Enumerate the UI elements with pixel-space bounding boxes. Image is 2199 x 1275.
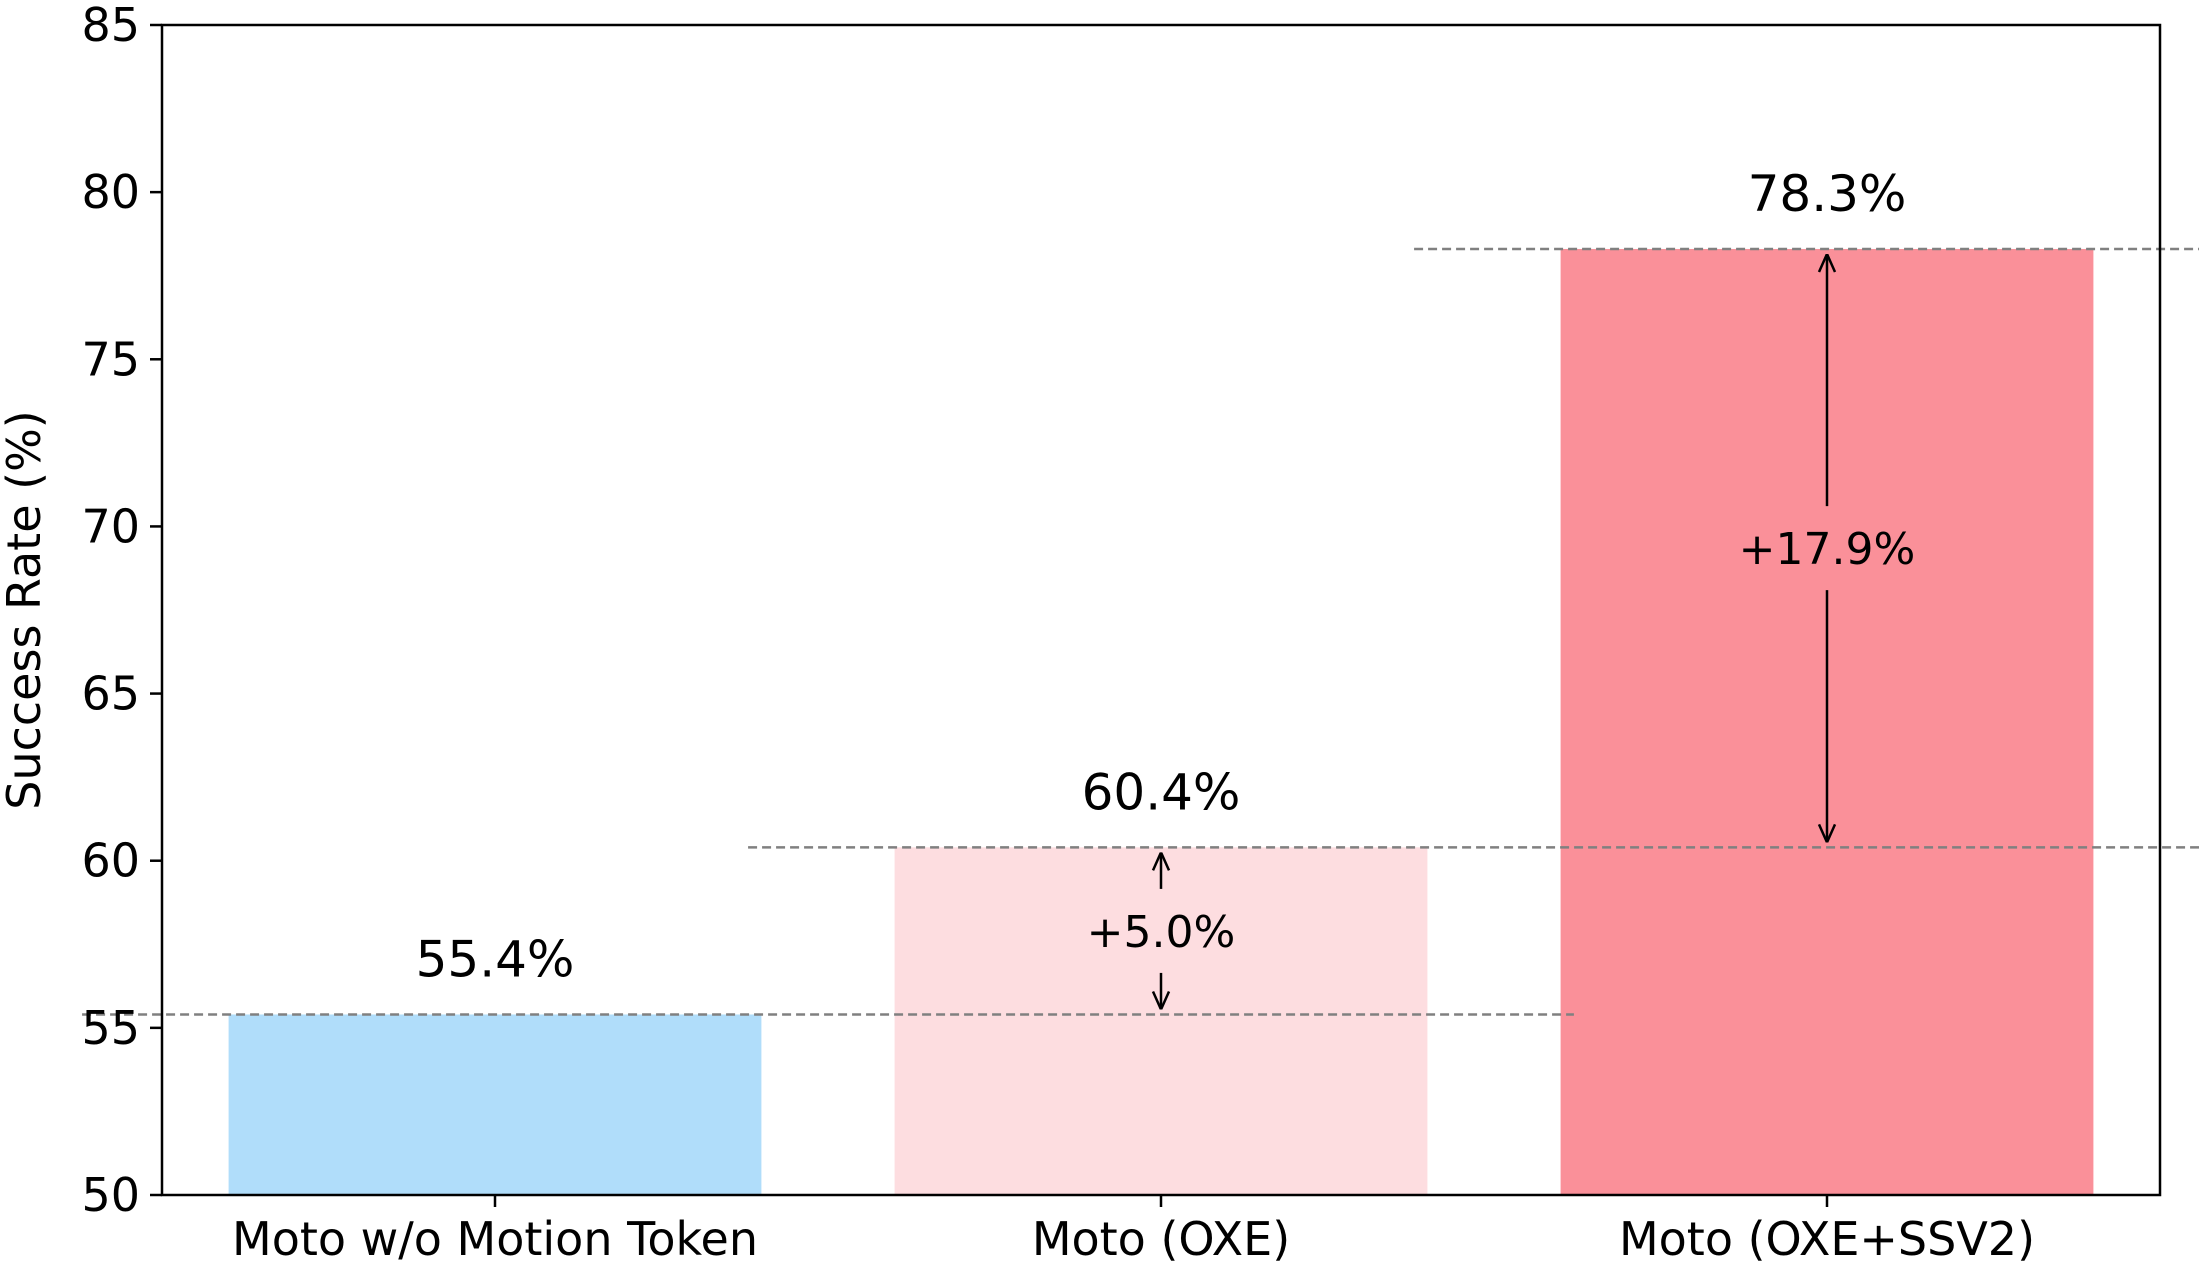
delta-label-1: +5.0%	[1087, 907, 1236, 958]
bar-value-label-2: 60.4%	[1082, 763, 1241, 821]
x-tick-label-2: Moto (OXE)	[1032, 1212, 1290, 1266]
y-tick-label-60: 60	[81, 834, 140, 888]
y-axis-ticks: 50 55 60 65 70 75 80 85	[81, 0, 162, 1222]
x-axis-ticks: Moto w/o Motion Token Moto (OXE) Moto (OXE…	[232, 1195, 2035, 1266]
delta-annotations: +5.0% +17.9%	[1087, 253, 1916, 1010]
bar-1	[228, 1014, 762, 1195]
y-tick-label-55: 55	[81, 1001, 140, 1055]
x-tick-label-1: Moto w/o Motion Token	[232, 1212, 758, 1266]
y-tick-label-75: 75	[81, 332, 140, 386]
bars-layer: 55.4% 60.4% 78.3%	[228, 165, 2094, 1195]
y-tick-label-65: 65	[81, 667, 140, 721]
delta-label-2: +17.9%	[1739, 524, 1916, 575]
bar-2	[894, 847, 1428, 1195]
y-tick-label-85: 85	[81, 0, 140, 52]
reference-lines	[82, 247, 2199, 1016]
y-tick-label-70: 70	[81, 499, 140, 553]
y-axis-title: Success Rate (%)	[0, 410, 51, 810]
bar-value-label-3: 78.3%	[1748, 165, 1907, 223]
bar-value-label-1: 55.4%	[416, 930, 575, 988]
x-tick-label-3: Moto (OXE+SSV2)	[1619, 1212, 2035, 1266]
y-tick-label-80: 80	[81, 165, 140, 219]
y-tick-label-50: 50	[81, 1168, 140, 1222]
